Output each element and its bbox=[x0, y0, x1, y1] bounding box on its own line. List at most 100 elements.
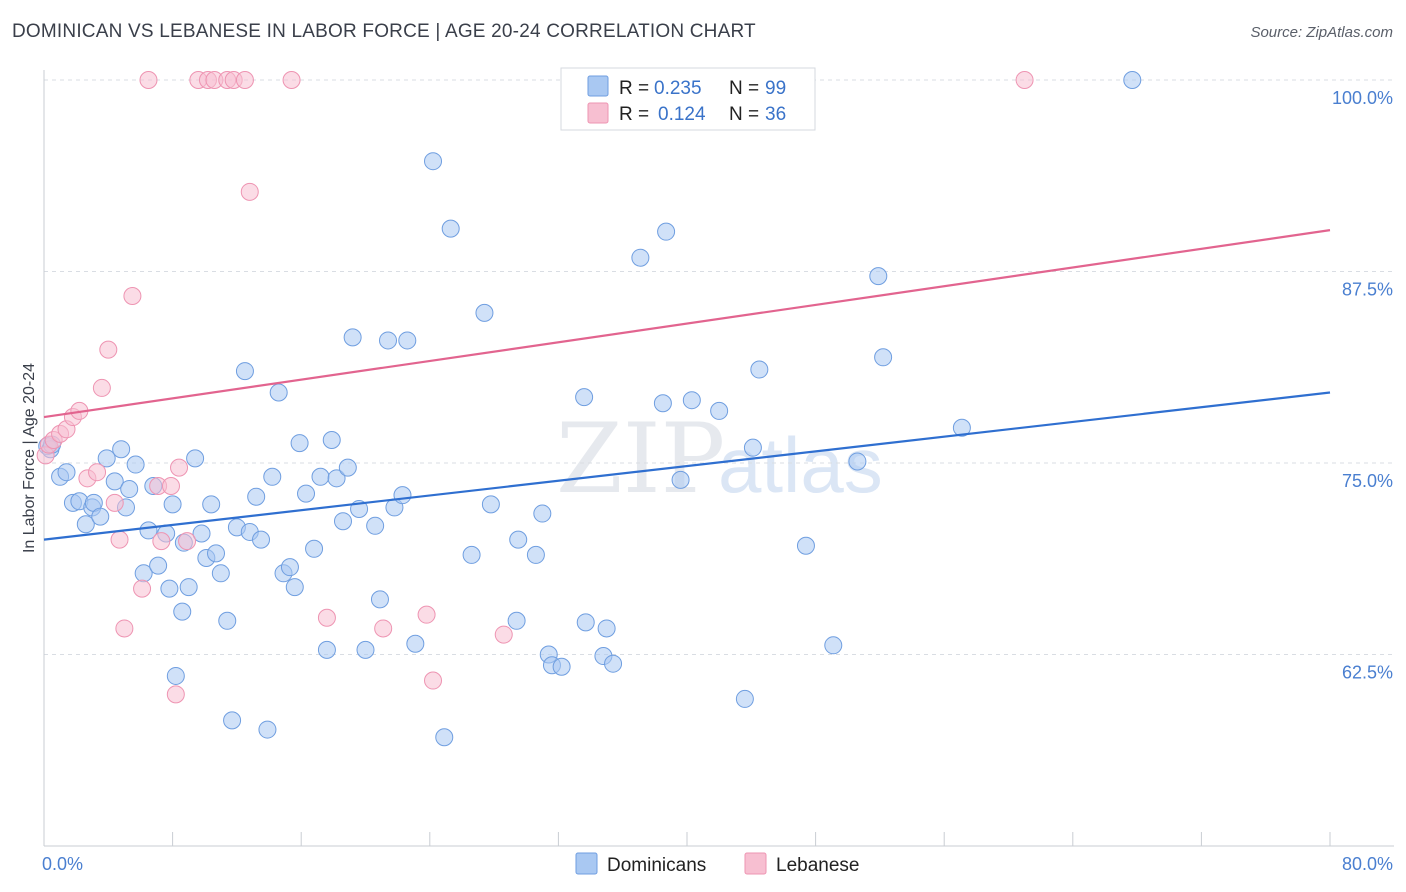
dominican-point bbox=[218, 611, 237, 630]
dominican-point bbox=[952, 418, 971, 437]
dominican-point bbox=[406, 634, 425, 653]
y-tick-label: 75.0% bbox=[1342, 471, 1393, 491]
dominican-point bbox=[57, 463, 76, 482]
dominican-point bbox=[576, 613, 595, 632]
y-axis-title: In Labor Force | Age 20-24 bbox=[21, 363, 38, 553]
dominican-point bbox=[671, 470, 690, 489]
dominican-point bbox=[258, 720, 277, 739]
lebanese-point bbox=[240, 182, 259, 201]
lebanese-point bbox=[88, 463, 107, 482]
dominican-point bbox=[76, 515, 95, 534]
lebanese-point bbox=[105, 493, 124, 512]
dominican-point bbox=[475, 303, 494, 322]
dominican-point bbox=[166, 666, 185, 685]
lebanese-point bbox=[99, 340, 118, 359]
dominican-point bbox=[631, 248, 650, 267]
y-tick-label: 87.5% bbox=[1342, 280, 1393, 300]
dominican-point bbox=[311, 467, 330, 486]
lebanese-point bbox=[235, 71, 254, 89]
dominican-point bbox=[343, 328, 362, 347]
dominican-point bbox=[435, 728, 454, 747]
dominican-point bbox=[533, 504, 552, 523]
lebanese-point bbox=[424, 671, 443, 690]
dominican-point bbox=[252, 530, 271, 549]
dominican-point bbox=[207, 544, 226, 563]
lebanese-point bbox=[115, 619, 134, 638]
y-tick-label: 100.0% bbox=[1332, 88, 1393, 108]
dominican-point bbox=[743, 438, 762, 457]
dominican-point bbox=[597, 619, 616, 638]
legend-n-value: 36 bbox=[765, 104, 786, 125]
lebanese-point bbox=[161, 476, 180, 495]
legend-r-value: 0.124 bbox=[658, 104, 706, 125]
bottom-legend-swatch-lebanese bbox=[744, 852, 767, 875]
dominican-point bbox=[824, 636, 843, 655]
x-tick-label: 0.0% bbox=[42, 854, 83, 874]
legend-n-value: 99 bbox=[765, 78, 786, 99]
dominican-point bbox=[126, 455, 145, 474]
dominican-point bbox=[393, 486, 412, 505]
dominican-point bbox=[552, 657, 571, 676]
dominican-point bbox=[398, 331, 417, 350]
dominican-point bbox=[317, 640, 336, 659]
dominican-point bbox=[507, 611, 526, 630]
dominican-point bbox=[356, 640, 375, 659]
dominican-point bbox=[796, 536, 815, 555]
dominican-point bbox=[366, 516, 385, 535]
series-legend: Dominicans Lebanese bbox=[575, 852, 859, 876]
dominican-point bbox=[163, 495, 182, 514]
dominican-point bbox=[653, 394, 672, 413]
dominican-point bbox=[120, 480, 139, 499]
dominican-point bbox=[263, 467, 282, 486]
dominican-point bbox=[869, 267, 888, 286]
x-tick-label: 80.0% bbox=[1342, 854, 1393, 874]
legend-r-label: R = bbox=[619, 104, 649, 125]
dominican-point bbox=[305, 539, 324, 558]
lebanese-point bbox=[152, 532, 171, 551]
lebanese-point bbox=[133, 579, 152, 598]
lebanese-point bbox=[282, 71, 301, 89]
trend-line-lebanese bbox=[43, 229, 1331, 419]
correlation-legend: R = 0.235 N = 99 R = 0.124 N = 36 bbox=[560, 67, 816, 131]
dominican-point bbox=[370, 590, 389, 609]
dominican-point bbox=[211, 564, 230, 583]
legend-r-label: R = bbox=[619, 78, 649, 99]
dominican-point bbox=[192, 524, 211, 543]
dominican-point bbox=[105, 472, 124, 491]
dominican-point bbox=[247, 487, 266, 506]
legend-r-value: 0.235 bbox=[654, 78, 702, 99]
dominican-point bbox=[750, 360, 769, 379]
dominican-point bbox=[575, 388, 594, 407]
dominican-point bbox=[604, 654, 623, 673]
bottom-legend-label-dominicans: Dominicans bbox=[607, 855, 706, 876]
dominican-point bbox=[186, 449, 205, 468]
lebanese-point bbox=[1015, 71, 1034, 89]
trend-lines bbox=[43, 229, 1331, 541]
lebanese-point bbox=[139, 71, 158, 89]
dominican-point bbox=[338, 458, 357, 477]
source-credit: Source: ZipAtlas.com bbox=[1250, 24, 1393, 41]
legend-swatch-dominicans bbox=[587, 75, 609, 97]
dominican-point bbox=[424, 152, 443, 171]
chart-title: DOMINICAN VS LEBANESE IN LABOR FORCE | A… bbox=[12, 21, 756, 42]
dominican-point bbox=[710, 401, 729, 420]
dominican-point bbox=[173, 602, 192, 621]
dominican-point bbox=[322, 431, 341, 450]
dominican-point bbox=[657, 222, 676, 241]
dominican-point bbox=[874, 348, 893, 367]
dominican-point bbox=[280, 558, 299, 577]
dominican-point bbox=[379, 331, 398, 350]
dominican-point bbox=[235, 362, 254, 381]
lebanese-point bbox=[417, 605, 436, 624]
trend-line-dominicans bbox=[43, 391, 1331, 541]
watermark-zip: ZIP bbox=[556, 403, 725, 515]
dominican-point bbox=[848, 452, 867, 471]
dominican-point bbox=[97, 449, 116, 468]
legend-n-label: N = bbox=[729, 104, 759, 125]
dominican-point bbox=[333, 512, 352, 531]
lebanese-point bbox=[166, 685, 185, 704]
dominican-point bbox=[481, 495, 500, 514]
bottom-legend-swatch-dominicans bbox=[575, 852, 598, 875]
lebanese-point bbox=[374, 619, 393, 638]
x-tick-labels: 0.0% 80.0% bbox=[42, 854, 1393, 874]
